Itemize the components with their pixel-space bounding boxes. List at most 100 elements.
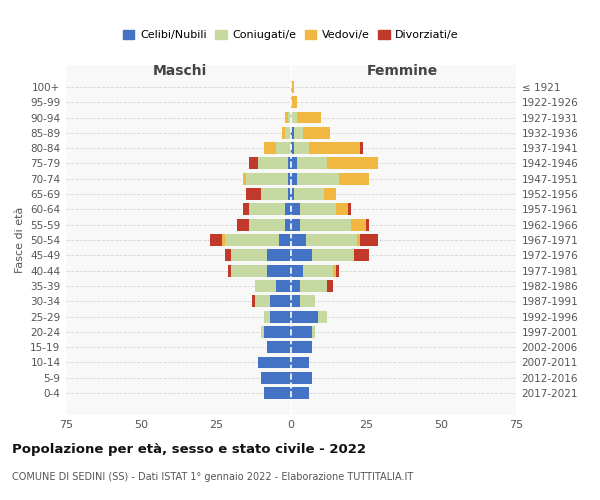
Bar [258, 356, 291, 368]
Bar [294, 127, 303, 139]
Bar [318, 310, 327, 322]
Bar [285, 112, 288, 124]
Bar [291, 250, 312, 262]
Bar [291, 387, 309, 399]
Bar [303, 127, 330, 139]
Legend: Celibi/Nubili, Coniugati/e, Vedovi/e, Divorziati/e: Celibi/Nubili, Coniugati/e, Vedovi/e, Di… [119, 25, 463, 44]
Bar [285, 127, 291, 139]
Bar [348, 204, 351, 216]
Bar [261, 188, 288, 200]
Y-axis label: Fasce di età: Fasce di età [14, 207, 25, 273]
Bar [360, 234, 378, 246]
Bar [243, 173, 246, 184]
Text: Popolazione per età, sesso e stato civile - 2022: Popolazione per età, sesso e stato civil… [12, 442, 366, 456]
Bar [225, 234, 279, 246]
Text: Femmine: Femmine [367, 64, 437, 78]
Bar [285, 218, 291, 230]
Bar [336, 204, 348, 216]
Bar [333, 264, 336, 276]
Bar [366, 218, 369, 230]
Bar [309, 142, 360, 154]
Bar [291, 372, 312, 384]
Bar [210, 234, 222, 246]
Bar [291, 173, 297, 184]
Bar [303, 264, 333, 276]
Bar [279, 234, 291, 246]
Bar [291, 341, 312, 353]
Bar [237, 218, 249, 230]
Bar [291, 188, 294, 200]
Bar [225, 250, 231, 262]
Bar [288, 188, 291, 200]
Bar [249, 158, 258, 170]
Bar [255, 296, 270, 307]
Bar [282, 127, 285, 139]
Bar [291, 280, 300, 292]
Bar [291, 96, 297, 108]
Bar [360, 142, 363, 154]
Bar [231, 250, 267, 262]
Bar [285, 204, 291, 216]
Bar [294, 188, 324, 200]
Bar [261, 372, 291, 384]
Bar [288, 112, 291, 124]
Bar [291, 218, 300, 230]
Bar [228, 264, 231, 276]
Bar [249, 204, 285, 216]
Bar [300, 296, 315, 307]
Bar [297, 112, 321, 124]
Bar [294, 142, 309, 154]
Bar [249, 218, 285, 230]
Bar [267, 264, 291, 276]
Bar [291, 326, 312, 338]
Bar [291, 204, 300, 216]
Bar [300, 204, 336, 216]
Bar [291, 234, 306, 246]
Bar [300, 280, 327, 292]
Bar [339, 173, 369, 184]
Text: Maschi: Maschi [153, 64, 207, 78]
Bar [291, 264, 303, 276]
Bar [291, 81, 294, 93]
Bar [261, 326, 264, 338]
Bar [231, 264, 267, 276]
Bar [291, 112, 297, 124]
Bar [252, 296, 255, 307]
Bar [246, 188, 261, 200]
Bar [270, 296, 291, 307]
Bar [270, 310, 291, 322]
Bar [255, 280, 276, 292]
Bar [312, 250, 354, 262]
Bar [327, 280, 333, 292]
Bar [300, 218, 351, 230]
Bar [264, 310, 270, 322]
Bar [276, 142, 291, 154]
Bar [291, 296, 300, 307]
Bar [288, 158, 291, 170]
Bar [264, 387, 291, 399]
Bar [222, 234, 225, 246]
Bar [267, 250, 291, 262]
Bar [297, 158, 327, 170]
Bar [258, 158, 288, 170]
Text: COMUNE DI SEDINI (SS) - Dati ISTAT 1° gennaio 2022 - Elaborazione TUTTITALIA.IT: COMUNE DI SEDINI (SS) - Dati ISTAT 1° ge… [12, 472, 413, 482]
Bar [264, 142, 276, 154]
Bar [291, 310, 318, 322]
Bar [291, 158, 297, 170]
Bar [267, 341, 291, 353]
Bar [324, 188, 336, 200]
Bar [291, 356, 309, 368]
Bar [276, 280, 291, 292]
Bar [312, 326, 315, 338]
Bar [306, 234, 357, 246]
Bar [336, 264, 339, 276]
Bar [264, 326, 291, 338]
Bar [288, 173, 291, 184]
Bar [291, 142, 294, 154]
Bar [291, 127, 294, 139]
Bar [297, 173, 339, 184]
Bar [243, 204, 249, 216]
Bar [327, 158, 378, 170]
Bar [354, 250, 369, 262]
Bar [246, 173, 288, 184]
